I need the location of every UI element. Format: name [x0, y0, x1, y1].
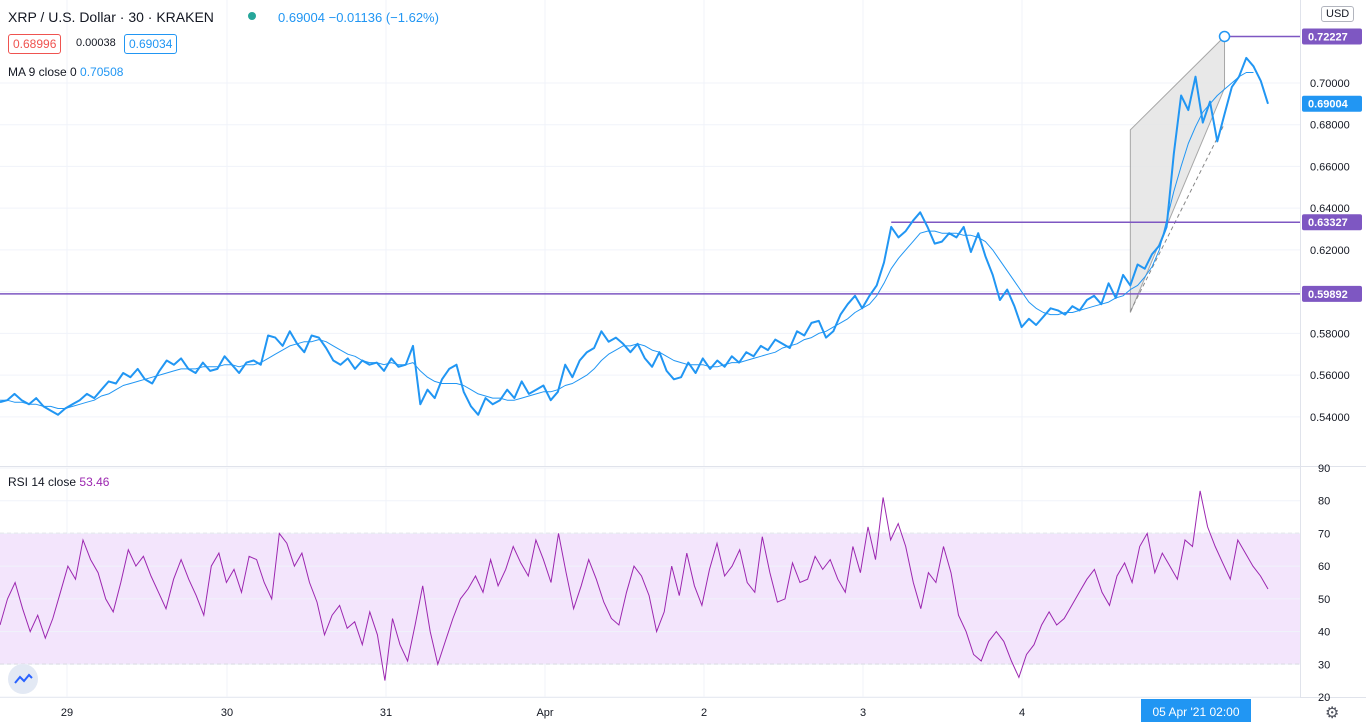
ma-line[interactable]	[0, 72, 1254, 409]
ma-legend-label: MA 9 close 0	[8, 65, 77, 79]
ask-price-button[interactable]: 0.69034	[124, 34, 178, 54]
time-tick-label: 3	[860, 707, 866, 719]
line-anchor-handle[interactable]	[1218, 30, 1231, 43]
price-quote: 0.69004 −0.01136 (−1.62%)	[278, 10, 439, 25]
hline-price-label: 0.72227	[1308, 31, 1348, 43]
price-line[interactable]	[0, 56, 1269, 416]
last-price-label: 0.69004	[1308, 99, 1349, 111]
rsi-tick-label: 30	[1318, 659, 1330, 671]
rsi-tick-label: 90	[1318, 463, 1330, 475]
rsi-tick-label: 20	[1318, 692, 1330, 704]
time-tick-label: 2	[701, 707, 707, 719]
tradingview-logo-icon[interactable]	[8, 664, 38, 694]
price-tick-label: 0.62000	[1310, 245, 1350, 257]
crosshair-time-label: 05 Apr '21 02:00	[1152, 705, 1239, 719]
rsi-legend[interactable]: RSI 14 close 53.46	[8, 475, 109, 489]
market-status-icon	[248, 12, 256, 20]
hline-price-tag	[1302, 28, 1362, 45]
price-tick-label: 0.66000	[1310, 161, 1350, 173]
time-tick-label: 31	[380, 707, 392, 719]
symbol-title[interactable]: XRP / U.S. Dollar · 30 · KRAKEN	[8, 9, 214, 25]
price-tick-label: 0.58000	[1310, 328, 1350, 340]
price-tick-label: 0.56000	[1310, 370, 1350, 382]
ma-legend-value: 0.70508	[80, 65, 124, 79]
long-position-shape[interactable]	[1129, 35, 1226, 313]
settings-gear-icon[interactable]: ⚙	[1325, 705, 1340, 722]
bid-price-button[interactable]: 0.68996	[8, 34, 62, 54]
currency-button[interactable]: USD	[1321, 6, 1355, 22]
time-tick-label: 29	[61, 707, 73, 719]
last-price-tag	[1302, 95, 1362, 112]
time-tick-label: 30	[221, 707, 233, 719]
rsi-tick-label: 70	[1318, 528, 1330, 540]
hline-price-label: 0.63327	[1308, 217, 1348, 229]
price-tick-label: 0.64000	[1310, 203, 1350, 215]
hline-price-tag	[1302, 214, 1362, 231]
price-tick-label: 0.54000	[1310, 412, 1350, 424]
rsi-tick-label: 50	[1318, 594, 1330, 606]
price-tick-label: 0.70000	[1310, 78, 1350, 90]
rsi-tick-label: 60	[1318, 561, 1330, 573]
rsi-legend-value: 53.46	[79, 475, 110, 489]
rsi-tick-label: 80	[1318, 496, 1330, 508]
position-midline	[1129, 123, 1225, 312]
time-tick-label: 4	[1019, 707, 1025, 719]
rsi-line[interactable]	[0, 490, 1269, 681]
hline-price-label: 0.59892	[1308, 289, 1348, 301]
rsi-tick-label: 40	[1318, 627, 1330, 639]
ma-legend[interactable]: MA 9 close 0 0.70508	[8, 65, 123, 79]
hline-price-tag	[1302, 285, 1362, 302]
rsi-legend-label: RSI 14 close	[8, 475, 77, 489]
spread-value: 0.00038	[76, 37, 116, 49]
crosshair-time-tag	[1141, 699, 1251, 722]
price-tick-label: 0.68000	[1310, 120, 1350, 132]
time-tick-label: Apr	[536, 707, 553, 719]
